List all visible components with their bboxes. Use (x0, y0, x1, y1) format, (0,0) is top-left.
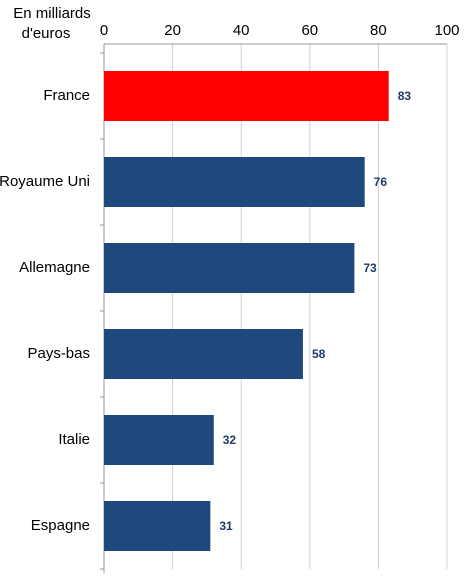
y-tick-label: Pays-bas (27, 345, 90, 362)
bar (104, 71, 389, 121)
x-tick-label: 20 (164, 22, 181, 39)
y-tick-label: France (43, 87, 90, 104)
value-label: 73 (363, 261, 377, 275)
y-tick-label: Royaume Uni (0, 173, 90, 190)
x-tick-label: 40 (233, 22, 250, 39)
x-tick-label: 60 (301, 22, 318, 39)
x-tick-label: 80 (370, 22, 387, 39)
y-tick-label: Italie (58, 431, 90, 448)
x-tick-label: 0 (100, 22, 108, 39)
value-label: 32 (223, 433, 237, 447)
axis-title: d'euros (22, 25, 71, 42)
bar (104, 243, 355, 293)
value-label: 76 (374, 175, 388, 189)
value-label: 58 (312, 347, 326, 361)
axis-title: En milliards (13, 5, 91, 22)
value-label: 83 (398, 89, 412, 103)
y-tick-label: Allemagne (19, 259, 90, 276)
bar (104, 501, 211, 551)
bar (104, 157, 365, 207)
x-tick-label: 100 (434, 22, 459, 39)
value-label: 31 (219, 519, 233, 533)
y-tick-label: Espagne (31, 517, 90, 534)
bar (104, 415, 214, 465)
bar (104, 329, 303, 379)
